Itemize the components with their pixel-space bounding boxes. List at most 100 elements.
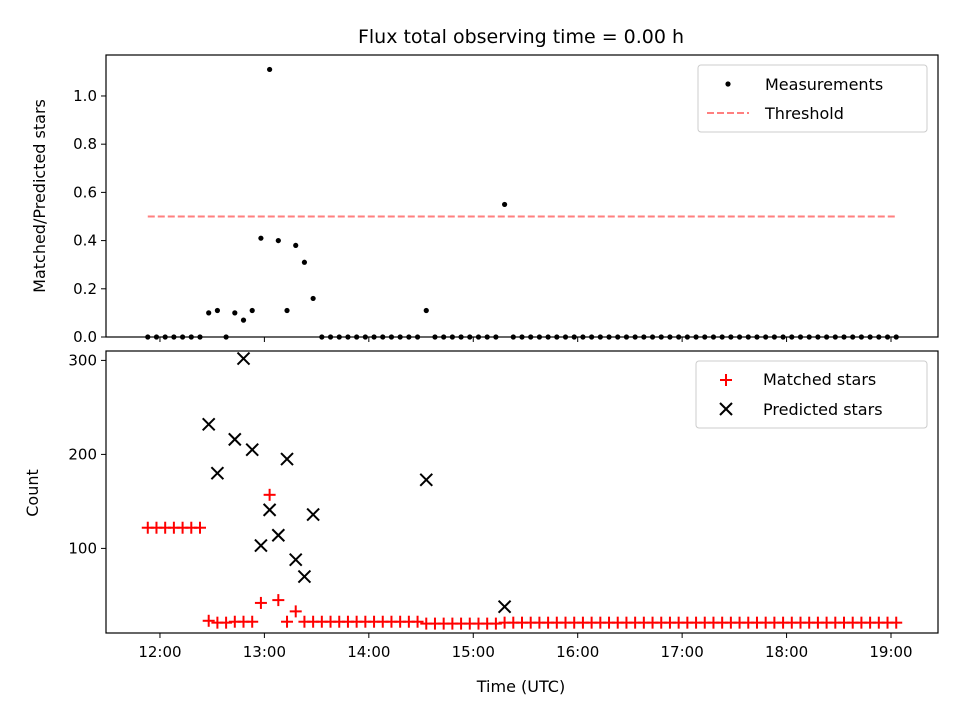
bottom-axes: 12:00 13:00 14:00 15:00 16:00 17:00 18:00 19:00… — [23, 350, 939, 696]
measurement-point — [858, 334, 865, 340]
predicted-star-point — [254, 538, 268, 553]
measurement-point — [841, 334, 847, 340]
measurement-point — [754, 334, 760, 340]
measurement-point — [171, 334, 177, 340]
measurement-point — [763, 334, 769, 340]
measurement-point — [388, 334, 395, 340]
predicted-star-point — [228, 432, 242, 447]
measurement-point — [414, 334, 421, 340]
top-y-tick-label: 0.4 — [73, 232, 97, 250]
matched-star-point — [281, 615, 294, 628]
top-chart-title: Flux total observing time = 0.00 h — [358, 26, 684, 48]
legend-matched-marker — [720, 374, 732, 386]
top-y-tick-label: 0.8 — [73, 135, 97, 153]
measurement-point — [693, 334, 699, 340]
measurement-point — [275, 237, 281, 244]
legend-predicted-label: Predicted stars — [763, 400, 883, 419]
predicted-star-point — [245, 442, 259, 457]
predicted-star-point — [289, 552, 303, 567]
predicted-star-point — [271, 528, 286, 542]
measurement-point — [467, 334, 473, 340]
bottom-y-tick-label: 100 — [68, 539, 97, 557]
bottom-y-tick-label: 300 — [68, 351, 97, 369]
measurement-point — [441, 334, 447, 340]
measurement-point — [519, 334, 525, 340]
matched-star-point — [202, 614, 215, 627]
measurement-point — [214, 307, 220, 314]
measurement-point — [876, 334, 882, 340]
measurement-point — [824, 334, 830, 340]
top-y-ticks: 0.0 0.2 0.4 0.6 0.8 1.0 — [73, 87, 106, 346]
measurement-point — [780, 334, 786, 340]
measurement-point — [623, 334, 630, 340]
measurement-point — [232, 310, 238, 316]
measurement-point — [145, 334, 151, 340]
measurement-point — [501, 201, 508, 208]
top-y-tick-label: 0.2 — [73, 280, 97, 298]
bottom-legend: Matched stars Predicted stars — [695, 360, 928, 429]
top-y-tick-label: 0.6 — [73, 183, 97, 201]
measurement-point — [667, 334, 673, 340]
measurement-point — [710, 334, 717, 340]
measurement-point — [554, 334, 560, 340]
matched-star-point — [263, 488, 276, 501]
measurement-point — [249, 307, 255, 314]
measurement-point — [327, 334, 334, 340]
bottom-plot-area — [141, 351, 903, 630]
predicted-star-point — [201, 417, 216, 432]
measurement-point — [606, 334, 612, 340]
bottom-x-tick-label: 12:00 — [138, 643, 181, 661]
measurement-point — [449, 334, 455, 340]
top-x-ticks — [159, 337, 892, 342]
bottom-x-axis-label: Time (UTC) — [476, 677, 565, 696]
top-y-tick-label: 1.0 — [73, 87, 97, 105]
measurement-point — [641, 334, 647, 340]
top-y-tick-label: 0.0 — [73, 328, 97, 346]
measurement-point — [336, 334, 342, 340]
bottom-x-tick-label: 17:00 — [661, 643, 704, 661]
bottom-y-ticks: 100 200 300 — [68, 351, 106, 557]
measurement-point — [615, 334, 621, 340]
measurement-point — [806, 334, 812, 340]
measurement-point — [589, 334, 595, 340]
bottom-x-tick-label: 13:00 — [243, 643, 286, 661]
predicted-star-point — [236, 351, 251, 366]
measurement-point — [258, 235, 264, 241]
measurement-point — [484, 334, 490, 340]
bottom-axes-frame — [105, 350, 939, 634]
measurement-point — [736, 334, 743, 340]
measurement-point — [493, 334, 499, 340]
measurement-point — [528, 334, 534, 340]
top-axes: 0.0 0.2 0.4 0.6 0.8 1.0 Matched/Predicted sta… — [30, 54, 939, 346]
bottom-x-tick-label: 18:00 — [765, 643, 808, 661]
matched-star-point — [246, 615, 259, 628]
measurement-point — [301, 259, 308, 265]
measurement-point — [562, 334, 569, 340]
predicted-star-point — [262, 503, 277, 517]
predicted-star-point — [297, 569, 312, 584]
legend-threshold-label: Threshold — [764, 104, 844, 123]
legend-measurements-label: Measurements — [765, 75, 883, 94]
measurement-point — [380, 334, 386, 340]
measurement-point — [745, 334, 751, 340]
measurement-point — [179, 334, 186, 340]
measurement-point — [345, 334, 351, 340]
measurement-point — [571, 334, 577, 340]
matched-star-point — [272, 594, 285, 607]
measurement-point — [893, 334, 899, 340]
matched-star-point — [254, 596, 267, 609]
top-legend: Measurements Threshold — [697, 64, 928, 133]
top-plot-area — [145, 66, 899, 340]
matched-star-point — [193, 521, 206, 534]
measurement-point — [153, 334, 160, 340]
predicted-star-point — [306, 507, 320, 522]
measurement-point — [649, 334, 656, 340]
measurement-point — [545, 334, 551, 340]
measurement-point — [884, 334, 891, 340]
bottom-x-tick-label: 16:00 — [556, 643, 599, 661]
measurement-point — [319, 334, 325, 340]
measurement-point — [362, 334, 368, 340]
measurement-point — [197, 334, 203, 340]
top-y-axis-label: Matched/Predicted stars — [30, 99, 49, 293]
